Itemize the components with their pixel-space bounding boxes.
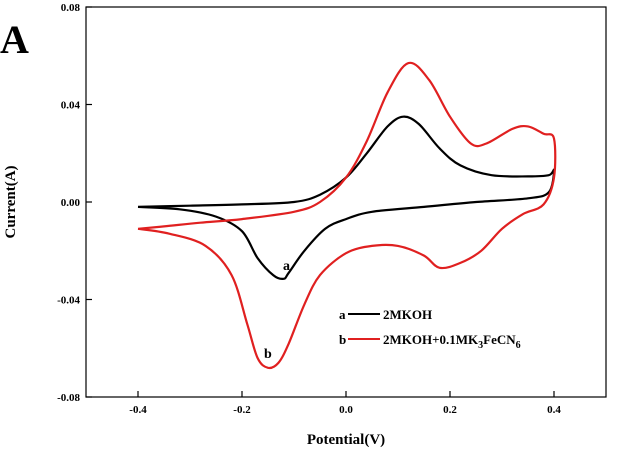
- panel-letter: A: [0, 17, 29, 62]
- y-tick-label: 0.08: [61, 2, 81, 14]
- y-tick-label: 0.04: [61, 100, 81, 112]
- x-tick-label: -0.2: [233, 404, 251, 416]
- curve-label-b: b: [264, 347, 272, 362]
- y-axis-ticks: -0.08 -0.04 0.00 0.04 0.08: [57, 2, 92, 404]
- y-tick-label: 0.00: [61, 197, 81, 209]
- legend-key-a: a: [339, 307, 346, 322]
- x-tick-label: 0.4: [547, 404, 561, 416]
- x-axis-label: Potential(V): [307, 432, 385, 448]
- y-tick-label: -0.04: [57, 295, 80, 307]
- legend-label-b-part2: FeCN: [483, 332, 516, 347]
- x-tick-label: 0.2: [443, 404, 457, 416]
- y-tick-label: -0.08: [57, 392, 80, 404]
- curve-label-a: a: [283, 259, 290, 274]
- legend: a 2MKOH b 2MKOH+0.1MK3FeCN6: [339, 307, 521, 351]
- y-axis-label: Current(A): [3, 165, 19, 238]
- x-axis-ticks: -0.4 -0.2 0.0 0.2 0.4: [129, 391, 561, 416]
- legend-label-a: 2MKOH: [383, 307, 432, 322]
- series-layer: [137, 61, 557, 370]
- legend-label-b-part1: 2MKOH+0.1MK: [383, 332, 479, 347]
- x-tick-label: 0.0: [339, 404, 353, 416]
- x-tick-label: -0.4: [129, 404, 147, 416]
- legend-label-b-sub1: 3: [478, 340, 483, 351]
- legend-label-b: 2MKOH+0.1MK3FeCN6: [383, 332, 521, 351]
- legend-key-b: b: [339, 332, 346, 347]
- legend-label-b-sub2: 6: [516, 340, 521, 351]
- series-line-b: [137, 61, 557, 370]
